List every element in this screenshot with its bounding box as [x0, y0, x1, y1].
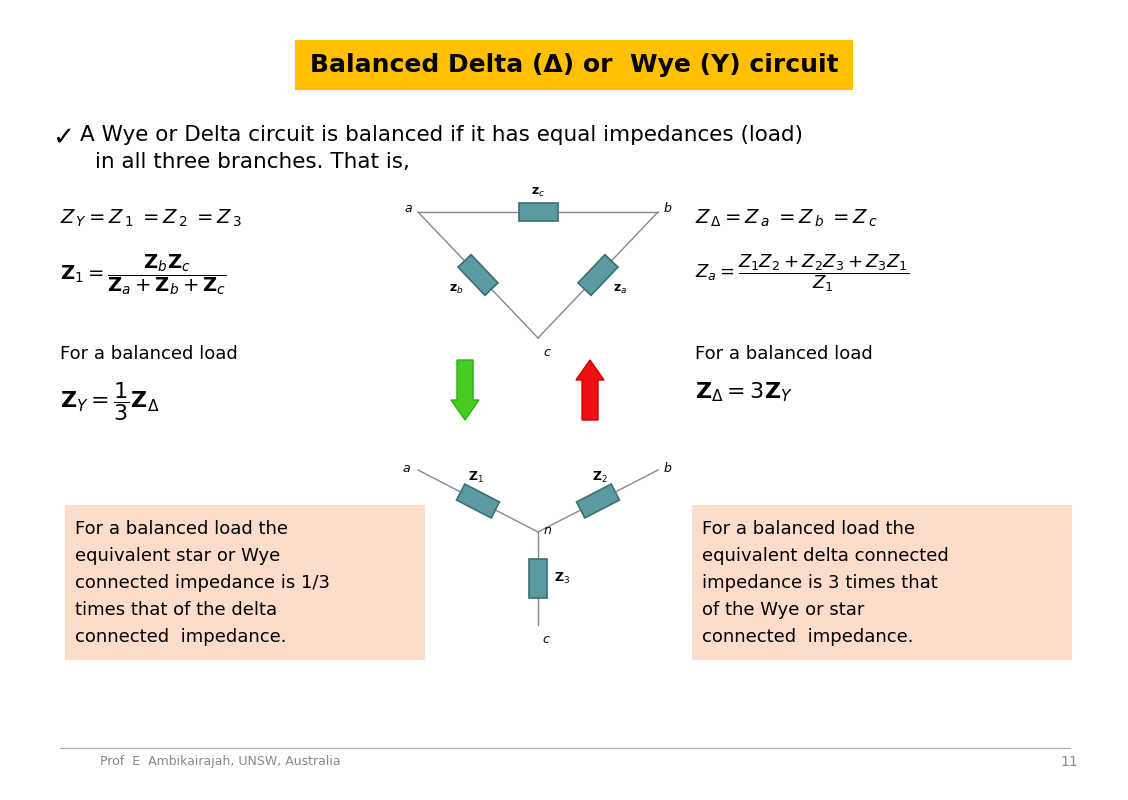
FancyBboxPatch shape — [457, 484, 500, 518]
Text: connected  impedance.: connected impedance. — [74, 628, 287, 646]
FancyArrow shape — [451, 360, 479, 420]
FancyBboxPatch shape — [529, 559, 547, 598]
Text: b: b — [664, 202, 672, 215]
FancyBboxPatch shape — [578, 254, 618, 295]
FancyBboxPatch shape — [519, 203, 557, 221]
Text: A Wye or Delta circuit is balanced if it has equal impedances (load): A Wye or Delta circuit is balanced if it… — [80, 125, 803, 145]
Text: $\mathbf{z}_a$: $\mathbf{z}_a$ — [613, 283, 627, 296]
Text: $\mathbf{z}_b$: $\mathbf{z}_b$ — [449, 283, 464, 296]
Text: $Z_a = \dfrac{Z_1Z_2 + Z_2Z_3 + Z_3Z_1}{Z_1}$: $Z_a = \dfrac{Z_1Z_2 + Z_2Z_3 + Z_3Z_1}{… — [695, 252, 909, 294]
Text: 11: 11 — [1060, 755, 1077, 769]
Text: times that of the delta: times that of the delta — [74, 601, 277, 619]
Text: For a balanced load the: For a balanced load the — [702, 520, 915, 538]
Text: equivalent star or Wye: equivalent star or Wye — [74, 547, 287, 565]
Text: Balanced Delta (Δ) or  Wye (Y) circuit: Balanced Delta (Δ) or Wye (Y) circuit — [310, 53, 838, 77]
Text: $\mathbf{Z}_1 = \dfrac{\mathbf{Z}_b\mathbf{Z}_c}{\mathbf{Z}_a + \mathbf{Z}_b + \: $\mathbf{Z}_1 = \dfrac{\mathbf{Z}_b\math… — [60, 252, 227, 297]
FancyBboxPatch shape — [65, 505, 425, 660]
Text: c: c — [543, 346, 549, 359]
Text: in all three branches. That is,: in all three branches. That is, — [95, 152, 409, 172]
Text: $Z_{\,\Delta} = Z_{\,a}\; = Z_{\,b}\; = Z_{\,c}$: $Z_{\,\Delta} = Z_{\,a}\; = Z_{\,b}\; = … — [695, 208, 878, 230]
Text: $\mathbf{Z}_2$: $\mathbf{Z}_2$ — [592, 470, 608, 485]
Text: connected impedance is 1/3: connected impedance is 1/3 — [74, 574, 331, 592]
Text: $Z_{\,Y} = Z_{\,1}\; = Z_{\,2}\; = Z_{\,3}$: $Z_{\,Y} = Z_{\,1}\; = Z_{\,2}\; = Z_{\,… — [60, 208, 243, 230]
Text: For a balanced load: For a balanced load — [695, 345, 873, 363]
FancyBboxPatch shape — [296, 40, 853, 90]
Text: For a balanced load: For a balanced load — [60, 345, 238, 363]
Text: $\mathbf{Z}_Y = \dfrac{1}{3}\mathbf{Z}_\Delta$: $\mathbf{Z}_Y = \dfrac{1}{3}\mathbf{Z}_\… — [60, 380, 159, 423]
Text: impedance is 3 times that: impedance is 3 times that — [702, 574, 937, 592]
Text: a: a — [403, 462, 409, 474]
Text: c: c — [541, 633, 549, 646]
FancyArrow shape — [576, 360, 603, 420]
Text: n: n — [544, 523, 552, 537]
FancyBboxPatch shape — [691, 505, 1072, 660]
Text: For a balanced load the: For a balanced load the — [74, 520, 288, 538]
Text: $\mathbf{Z}_1$: $\mathbf{Z}_1$ — [468, 470, 484, 485]
Text: of the Wye or star: of the Wye or star — [702, 601, 864, 619]
FancyBboxPatch shape — [576, 484, 619, 518]
Text: $\mathbf{z}_c$: $\mathbf{z}_c$ — [531, 186, 545, 199]
Text: $\mathbf{Z}_\Delta = 3\mathbf{Z}_Y$: $\mathbf{Z}_\Delta = 3\mathbf{Z}_Y$ — [695, 380, 793, 403]
Text: $\mathbf{Z}_3$: $\mathbf{Z}_3$ — [554, 571, 570, 586]
Text: ✓: ✓ — [52, 125, 74, 151]
Text: b: b — [664, 462, 672, 474]
Text: equivalent delta connected: equivalent delta connected — [702, 547, 949, 565]
Text: a: a — [404, 202, 412, 215]
Text: Prof  E  Ambikairajah, UNSW, Australia: Prof E Ambikairajah, UNSW, Australia — [100, 755, 341, 769]
Text: connected  impedance.: connected impedance. — [702, 628, 914, 646]
FancyBboxPatch shape — [458, 254, 497, 295]
